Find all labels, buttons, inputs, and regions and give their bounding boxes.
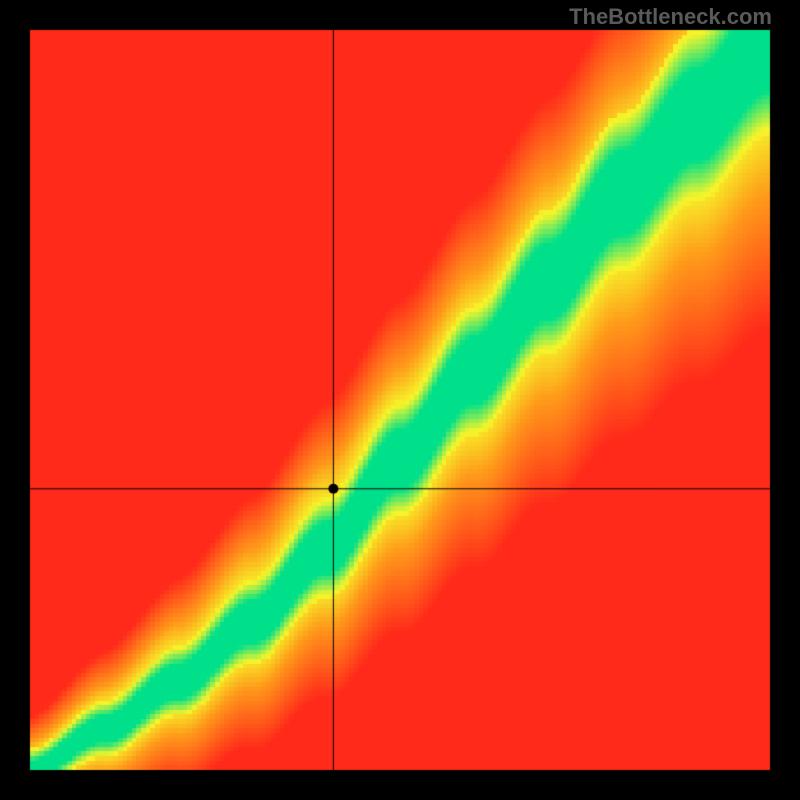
bottleneck-heatmap	[0, 0, 800, 800]
watermark-text: TheBottleneck.com	[569, 4, 772, 30]
chart-container: TheBottleneck.com	[0, 0, 800, 800]
